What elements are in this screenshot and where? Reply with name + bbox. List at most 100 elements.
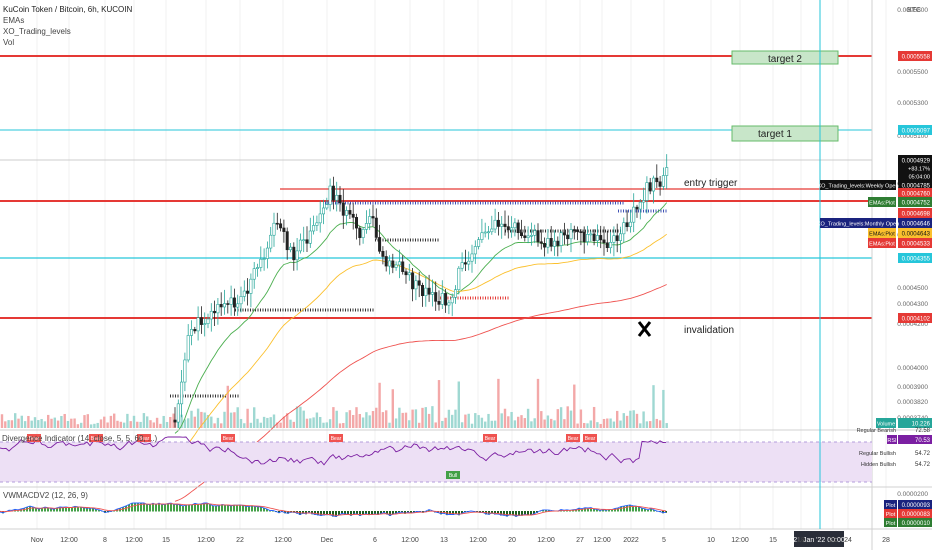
macd-hist-bar xyxy=(497,511,499,515)
ema-fast-line xyxy=(174,202,668,434)
candle-body xyxy=(279,223,283,229)
price-label-extra: +83.17% xyxy=(908,167,930,173)
macd-hist-bar xyxy=(455,511,457,515)
target2-box[interactable] xyxy=(731,50,839,65)
macd-hist-bar xyxy=(176,504,178,512)
volume-bar xyxy=(60,416,63,428)
candle-body xyxy=(483,231,487,234)
bear-tag xyxy=(566,434,580,442)
volume-bar xyxy=(371,411,375,428)
macd-hist-bar xyxy=(59,506,61,512)
rsi-legend-label: Hidden Bullish xyxy=(861,462,896,468)
volume-bar xyxy=(132,415,136,428)
volume-bar xyxy=(10,420,14,428)
volume-bar xyxy=(14,413,17,428)
candle-body xyxy=(440,293,444,305)
candle-body xyxy=(397,261,401,266)
candle-body xyxy=(173,419,177,423)
price-label: 0.0004102 xyxy=(902,317,931,323)
volume-bar xyxy=(427,413,431,428)
volume-bar xyxy=(187,418,190,428)
candle-body xyxy=(549,238,553,247)
volume-bar xyxy=(533,418,536,428)
symbol-title: KuCoin Token / Bitcoin, 6h, KUCOIN xyxy=(3,5,132,14)
macd-hist-bar xyxy=(521,511,523,516)
macd-hist-bar xyxy=(35,507,37,512)
volume-bar xyxy=(152,422,155,428)
volume-bar xyxy=(190,410,193,428)
volume-tag-box xyxy=(876,418,896,428)
candle-body xyxy=(480,232,484,240)
candle-body xyxy=(453,289,457,298)
time-axis[interactable]: Nov 12:00 8 12:00 15 12:00 22 12:00 Dec 6 12:00 13 1… xyxy=(31,537,890,544)
macd-panel xyxy=(0,502,667,517)
rsi-band xyxy=(0,442,872,482)
volume-bar xyxy=(543,419,546,428)
price-tick-label: 0.0004300 xyxy=(897,301,928,308)
price-axis[interactable]: 0.00056000.00055000.00053000.00051000.00… xyxy=(897,7,932,422)
target1-box[interactable] xyxy=(731,125,839,142)
price-label: 0.0004533 xyxy=(902,242,931,248)
indicator-volume[interactable]: Vol xyxy=(3,38,14,47)
time-tick-label: 12:00 xyxy=(125,537,143,544)
crosshair-time-box xyxy=(794,531,844,547)
macd-hist-bar xyxy=(128,504,130,512)
volume-bar xyxy=(23,421,27,428)
volume-bar xyxy=(559,407,563,428)
macd-hist-bar xyxy=(2,511,4,514)
volume-bar xyxy=(305,418,309,428)
candle-body xyxy=(364,223,368,230)
macd-hist-bar xyxy=(368,511,370,516)
volume-bar xyxy=(325,422,328,428)
macd-hist-bar xyxy=(200,503,202,512)
indicator-xo-levels[interactable]: XO_Trading_levels xyxy=(3,27,71,36)
time-tick-label: 22 xyxy=(236,537,244,544)
volume-bar xyxy=(411,409,414,428)
macd-value-box xyxy=(898,500,932,509)
macd-hist-bar xyxy=(149,504,151,512)
candle-body xyxy=(414,280,418,290)
macd-tag-box xyxy=(884,509,897,518)
candle-body xyxy=(430,292,434,295)
price-label-box xyxy=(898,51,932,61)
volume-bar xyxy=(253,407,256,428)
macd-hist-bar xyxy=(533,511,535,515)
indicator-emas[interactable]: EMAs xyxy=(3,16,24,25)
candle-body xyxy=(510,227,514,231)
level-tag-label: XO_Trading_levels:Weekly Open xyxy=(817,184,898,190)
macd-hist-bar xyxy=(155,504,157,512)
candle-body xyxy=(259,258,263,268)
macd-hist-bar xyxy=(56,507,58,512)
candle-body xyxy=(457,267,461,291)
macd-hist-bar xyxy=(146,504,148,512)
candle-body xyxy=(180,381,184,405)
bear-tag xyxy=(483,434,497,442)
volume-bar xyxy=(464,414,467,428)
macd-hist-bar xyxy=(620,506,622,512)
bear-tag-label: Bear xyxy=(91,436,102,442)
macd-hist-bar xyxy=(635,506,637,512)
volume-bar xyxy=(50,418,53,428)
macd-hist-bar xyxy=(359,511,361,516)
candle-body xyxy=(605,242,609,249)
macd-hist-bar xyxy=(302,511,304,514)
macd-hist-bar xyxy=(380,511,382,515)
candle-body xyxy=(602,239,606,244)
macd-hist-bar xyxy=(440,511,442,515)
volume-bar xyxy=(302,410,305,428)
volume-bar xyxy=(507,416,510,428)
rsi-legend-label: Regular Bullish xyxy=(859,451,896,457)
macd-hist-bar xyxy=(542,509,544,512)
price-tick-label: 0.0005600 xyxy=(897,7,928,14)
macd-tag-label: Plot xyxy=(886,521,896,527)
bear-tag xyxy=(583,434,597,442)
volume-bar xyxy=(526,408,530,428)
price-tick-label: 0.0005300 xyxy=(897,100,928,107)
volume-bar xyxy=(213,423,216,428)
price-tick-label: 0.0003820 xyxy=(897,399,928,406)
volume-bar xyxy=(155,417,159,428)
candle-body xyxy=(345,210,349,216)
volume-bar xyxy=(418,422,421,428)
macd-hist-bar xyxy=(383,511,385,514)
